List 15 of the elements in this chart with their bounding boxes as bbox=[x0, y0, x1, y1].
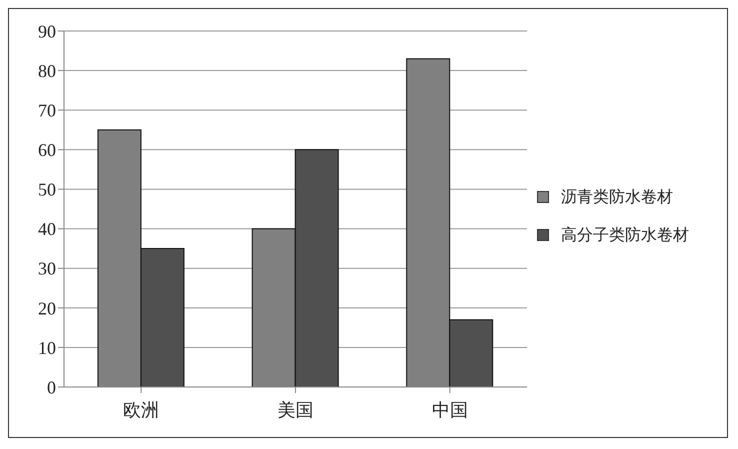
x-tick-label: 美国 bbox=[278, 400, 314, 420]
y-tick-label: 20 bbox=[38, 298, 56, 318]
x-tick-label: 欧洲 bbox=[123, 400, 160, 420]
y-tick-label: 10 bbox=[38, 338, 56, 358]
y-tick-label: 90 bbox=[38, 21, 56, 42]
y-tick-label: 60 bbox=[38, 140, 56, 160]
y-tick-label: 50 bbox=[38, 180, 56, 200]
legend-label: 高分子类防水卷材 bbox=[561, 224, 689, 246]
y-tick-label: 80 bbox=[38, 60, 56, 81]
legend-label: 沥青类防水卷材 bbox=[561, 186, 673, 208]
y-tick-label: 70 bbox=[38, 100, 56, 120]
y-tick-label: 0 bbox=[47, 377, 56, 398]
x-tick-label: 中国 bbox=[432, 400, 468, 420]
y-tick-label: 30 bbox=[38, 258, 56, 279]
y-tick-label: 40 bbox=[38, 219, 56, 240]
